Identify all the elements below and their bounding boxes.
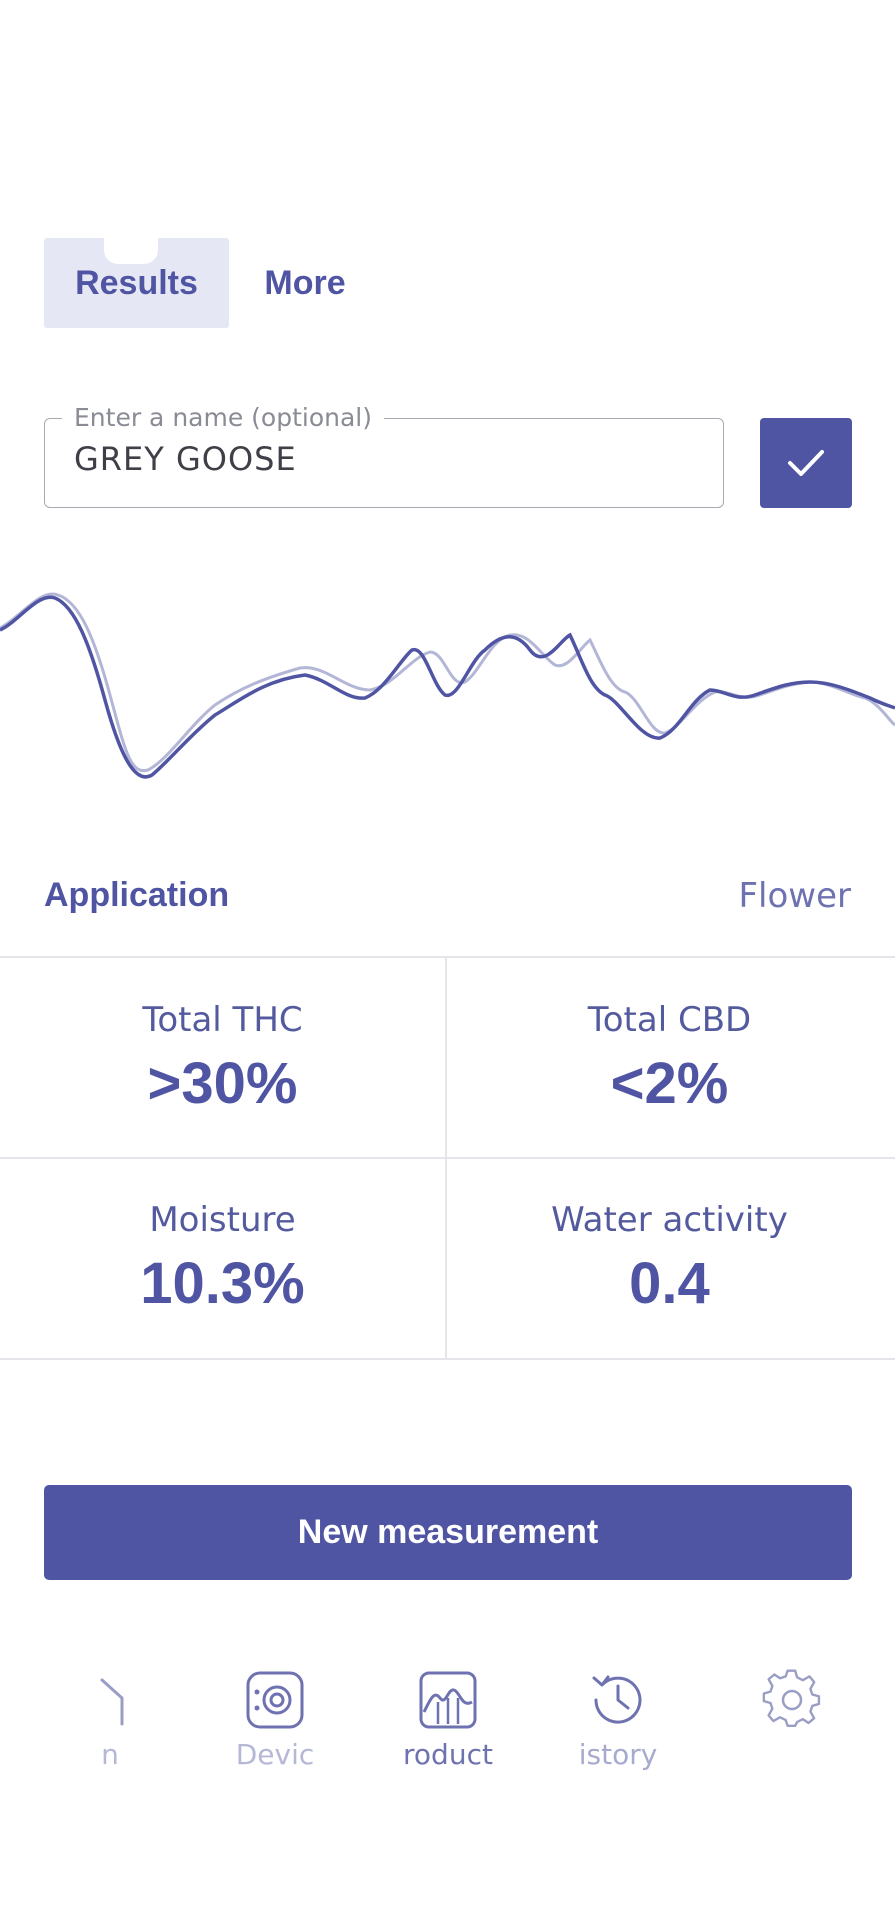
product-icon [419, 1671, 477, 1729]
name-input-legend: Enter a name (optional) [62, 403, 384, 432]
device-icon [246, 1671, 304, 1729]
metric-label: Total CBD [587, 1000, 752, 1040]
nav-item-product[interactable]: roduct [368, 1668, 528, 1771]
grid-divider [0, 956, 895, 958]
history-icon [592, 1675, 642, 1724]
application-label: Application [44, 876, 230, 914]
metric-label: Water activity [551, 1200, 788, 1240]
tab-more[interactable]: More [255, 238, 355, 328]
tab-indicator-notch [104, 238, 158, 264]
application-value: Flower [738, 876, 851, 916]
nav-item-label: n [101, 1738, 119, 1771]
nav-item-label: roduct [403, 1738, 493, 1771]
metric-value: 0.4 [629, 1251, 710, 1316]
nav-item-device[interactable]: Devic [195, 1668, 355, 1771]
new-measurement-label: New measurement [297, 1513, 599, 1551]
metric-value: <2% [610, 1051, 729, 1116]
confirm-name-button[interactable] [760, 418, 852, 508]
metric-label: Moisture [149, 1200, 296, 1240]
metric-total-cbd: Total CBD <2% [447, 1000, 892, 1117]
gear-icon [762, 1669, 821, 1727]
spectrum-reference-line [0, 592, 895, 773]
name-input-value: GREY GOOSE [74, 440, 297, 478]
spectrum-chart [0, 592, 895, 779]
metric-value: 10.3% [140, 1251, 305, 1316]
grid-divider [0, 1157, 895, 1159]
nav-item-history[interactable]: istory [538, 1668, 698, 1771]
grid-divider [0, 1358, 895, 1360]
metric-label: Total THC [142, 1000, 303, 1040]
metric-value: >30% [147, 1051, 298, 1116]
nav-item-settings[interactable] [713, 1668, 873, 1738]
metric-moisture: Moisture 10.3% [0, 1200, 445, 1317]
scan-icon [100, 1678, 124, 1726]
nav-item-label: Devic [235, 1738, 315, 1771]
nav-item-label: istory [578, 1738, 658, 1771]
nav-item-scan[interactable]: n [30, 1668, 190, 1771]
name-input[interactable] [44, 418, 724, 508]
spectrum-measured-line [0, 595, 895, 779]
metric-total-thc: Total THC >30% [0, 1000, 445, 1117]
new-measurement-button[interactable]: New measurement [44, 1485, 852, 1580]
metric-water-activity: Water activity 0.4 [447, 1200, 892, 1317]
checkmark-icon [788, 450, 824, 476]
tab-results-label: Results [75, 263, 198, 302]
tab-more-label: More [264, 263, 346, 302]
grid-divider [445, 958, 447, 1358]
